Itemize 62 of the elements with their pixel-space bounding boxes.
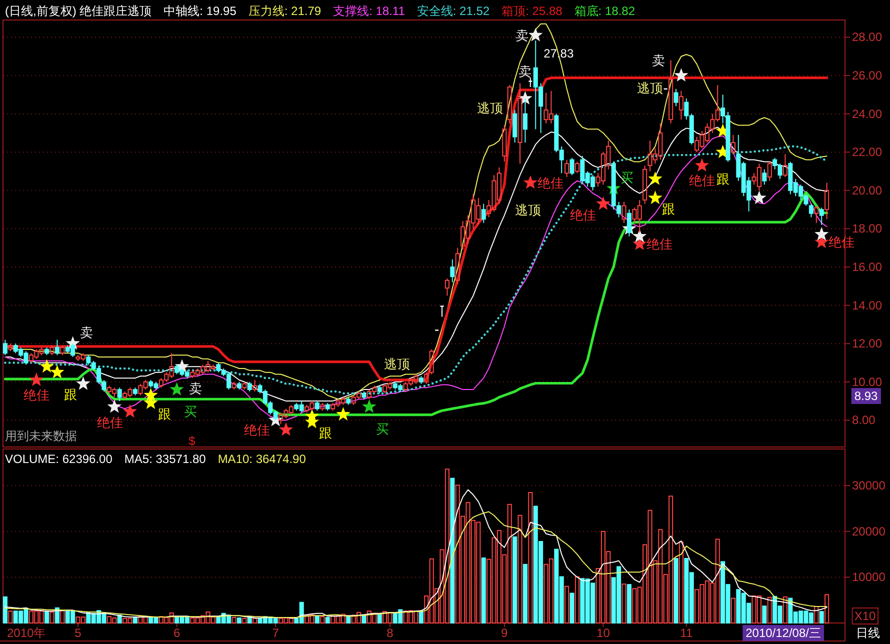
y-tick-label: 10.00 (852, 374, 882, 389)
text: MA10: 36474.90 (218, 452, 306, 466)
text: 2010年 (7, 626, 46, 640)
text: 中轴线: 19.95 (164, 4, 237, 18)
y-tick-label: 26.00 (852, 68, 882, 83)
text: 绝佳 (570, 207, 596, 222)
text: 绝佳 (689, 173, 715, 188)
y-tick-label: 30000 (852, 478, 886, 493)
y-tick-label: 8.00 (852, 413, 876, 428)
text: 安全线: 21.52 (416, 4, 490, 18)
x-tick-label: 10 (596, 626, 610, 640)
y-tick-label: 28.00 (852, 30, 882, 44)
series-label: 跟 (158, 406, 171, 422)
text: 买 (184, 404, 197, 420)
text: 箱底: 18.82 (574, 4, 636, 18)
y-tick-label: 20000 (852, 524, 886, 538)
annotation: 逃顶 (637, 80, 663, 96)
x-tick-label: 9 (501, 626, 508, 640)
text: 卖 (652, 53, 666, 68)
text: 跟 (64, 386, 78, 402)
x-tick-label: 11 (680, 626, 693, 640)
y-tick-label: 16.00 (852, 260, 882, 274)
x-tick-label: 5 (74, 626, 82, 640)
series-label: 卖 (80, 325, 93, 340)
text: 8.93 (854, 389, 878, 403)
y-tick-label: 24.00 (852, 106, 882, 121)
y-tick-label: 18.00 (852, 222, 882, 236)
text: 绝佳 (23, 387, 50, 402)
series-label: 买 (620, 170, 634, 185)
text: 绝佳 (537, 175, 564, 190)
text: 箱顶: 25.88 (502, 4, 563, 18)
text: 支撑线: 18.11 (333, 4, 406, 18)
text: 绝佳 (244, 422, 270, 438)
text: 卖 (518, 64, 532, 80)
y-tick-label: 10000 (852, 570, 886, 584)
text: 卖 (189, 381, 202, 396)
text: 跟 (716, 172, 730, 187)
annotation: 逃顶 (515, 202, 541, 218)
y-tick-label: 12.00 (852, 336, 882, 351)
text: 2010/12/08/三 (746, 626, 821, 640)
text: 跟 (319, 426, 332, 441)
text: 压力线: 21.79 (248, 4, 322, 18)
annotation: 用到未来数据 (5, 429, 77, 443)
annotation: 逃顶 (384, 356, 410, 372)
text: 卖 (516, 28, 529, 43)
annotation: $ (188, 434, 196, 448)
text: 日线 (856, 626, 880, 640)
y-tick-label: 20.00 (852, 183, 882, 198)
text: MA5: 33571.80 (124, 452, 206, 466)
text: 买 (376, 421, 390, 436)
y-axis-title: X10 (854, 609, 876, 623)
text: 绝佳 (97, 415, 123, 430)
y-tick-label: 14.00 (852, 298, 882, 312)
chart-title: (日线,前复权) 绝佳跟庄逃顶 (5, 4, 152, 18)
series-label: 绝佳 (646, 236, 673, 252)
annotation: 逃顶 (477, 100, 503, 116)
x-tick-label: 6 (173, 626, 180, 640)
x-tick-label: 7 (272, 626, 280, 640)
chart-title: VOLUME: 62396.00 (5, 452, 113, 466)
text: 跟 (662, 202, 676, 217)
y-tick-label: 22.00 (852, 145, 882, 160)
x-tick-label: 8 (386, 626, 394, 640)
